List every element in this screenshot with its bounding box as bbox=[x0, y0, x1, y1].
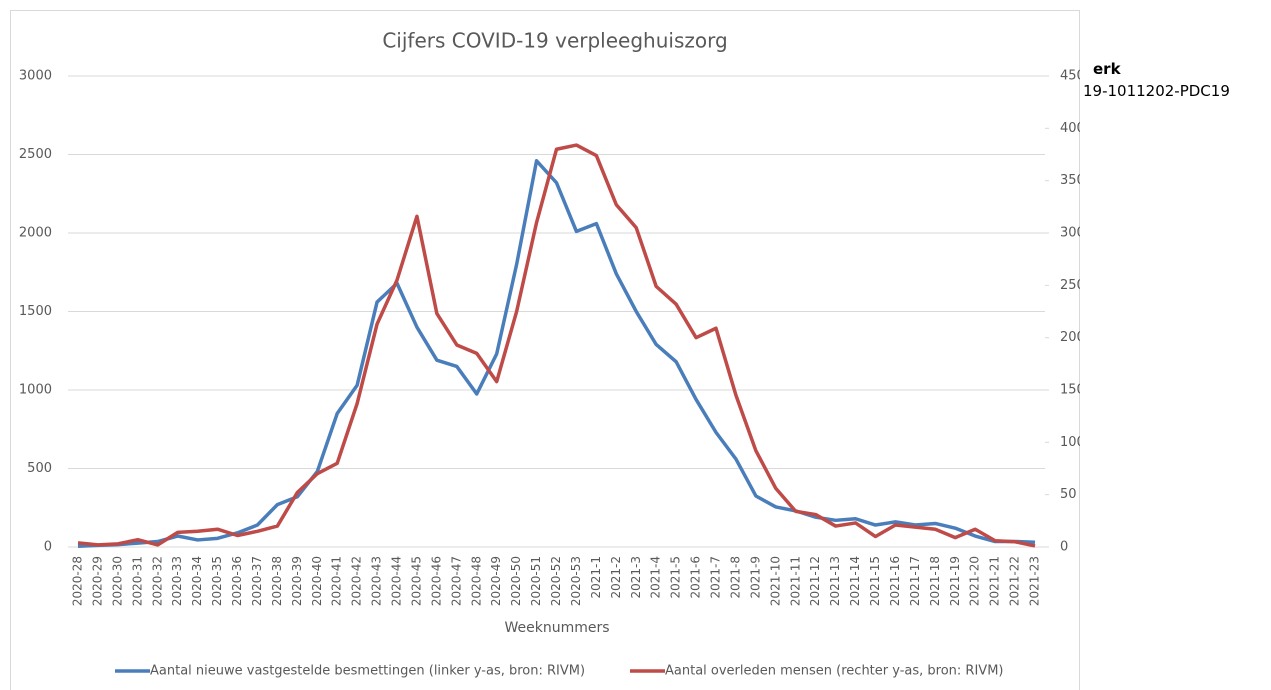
x-tick-label: 2020-30 bbox=[110, 556, 124, 606]
side-heading: erk bbox=[1093, 60, 1121, 78]
x-tick-label: 2021-16 bbox=[888, 556, 902, 606]
x-tick-label: 2021-21 bbox=[988, 556, 1002, 606]
x-tick-label: 2020-53 bbox=[569, 556, 583, 606]
x-tick-label: 2021-3 bbox=[629, 556, 643, 599]
legend-label: Aantal overleden mensen (rechter y-as, b… bbox=[665, 664, 1003, 679]
x-tick-label: 2020-46 bbox=[429, 556, 443, 606]
x-tick-label: 2020-49 bbox=[489, 556, 503, 606]
y-tick-label: 1000 bbox=[19, 383, 52, 398]
y-tick-label: 2500 bbox=[19, 147, 52, 162]
side-code: 19-1011202-PDC19 bbox=[1083, 82, 1230, 100]
x-tick-label: 2020-45 bbox=[409, 556, 423, 606]
x-tick-label: 2021-17 bbox=[908, 556, 922, 606]
y2-tick-label: 200 bbox=[1060, 330, 1080, 345]
x-tick-label: 2020-42 bbox=[350, 556, 364, 606]
y-tick-label: 500 bbox=[27, 461, 52, 476]
x-tick-label: 2020-36 bbox=[230, 556, 244, 606]
y2-tick-label: 250 bbox=[1060, 278, 1080, 293]
x-tick-label: 2020-50 bbox=[509, 556, 523, 606]
x-tick-label: 2021-14 bbox=[848, 556, 862, 606]
x-tick-label: 2020-35 bbox=[210, 556, 224, 606]
x-tick-label: 2020-32 bbox=[150, 556, 164, 606]
x-tick-label: 2021-4 bbox=[649, 556, 663, 599]
x-tick-label: 2021-20 bbox=[968, 556, 982, 606]
y2-tick-label: 100 bbox=[1060, 435, 1080, 450]
x-tick-label: 2020-52 bbox=[549, 556, 563, 606]
y2-tick-label: 150 bbox=[1060, 383, 1080, 398]
x-tick-label: 2021-12 bbox=[808, 556, 822, 606]
x-tick-label: 2021-2 bbox=[609, 556, 623, 599]
x-tick-label: 2020-31 bbox=[130, 556, 144, 606]
x-tick-label: 2021-8 bbox=[728, 556, 742, 599]
x-tick-label: 2021-13 bbox=[828, 556, 842, 606]
chart-title: Cijfers COVID-19 verpleeghuiszorg bbox=[382, 29, 727, 53]
legend-label: Aantal nieuwe vastgestelde besmettingen … bbox=[150, 664, 585, 679]
x-tick-label: 2020-40 bbox=[310, 556, 324, 606]
x-tick-label: 2020-39 bbox=[290, 556, 304, 606]
x-tick-label: 2021-1 bbox=[589, 556, 603, 599]
y-tick-label: 3000 bbox=[19, 69, 52, 84]
x-tick-label: 2021-22 bbox=[1008, 556, 1022, 606]
x-tick-label: 2021-6 bbox=[689, 556, 703, 599]
series-line bbox=[77, 159, 1036, 548]
x-tick-label: 2020-43 bbox=[370, 556, 384, 606]
chart-frame bbox=[10, 10, 1080, 690]
x-tick-label: 2021-9 bbox=[748, 556, 762, 599]
x-tick-label: 2021-11 bbox=[788, 556, 802, 606]
x-tick-label: 2021-18 bbox=[928, 556, 942, 606]
x-tick-label: 2021-5 bbox=[669, 556, 683, 599]
x-tick-label: 2020-47 bbox=[449, 556, 463, 606]
y2-tick-label: 300 bbox=[1060, 226, 1080, 241]
x-tick-label: 2021-15 bbox=[868, 556, 882, 606]
x-tick-label: 2021-7 bbox=[709, 556, 723, 599]
chart: Cijfers COVID-19 verpleeghuiszorg Weeknu… bbox=[10, 10, 1080, 690]
x-tick-label: 2021-19 bbox=[948, 556, 962, 606]
x-tick-label: 2020-38 bbox=[270, 556, 284, 606]
x-tick-label: 2021-23 bbox=[1028, 556, 1042, 606]
y-tick-label: 1500 bbox=[19, 304, 52, 319]
y-tick-label: 0 bbox=[44, 540, 52, 555]
x-tick-label: 2020-51 bbox=[529, 556, 543, 606]
x-tick-label: 2020-44 bbox=[390, 556, 404, 606]
y2-tick-label: 450 bbox=[1060, 69, 1080, 84]
y2-tick-label: 50 bbox=[1060, 487, 1077, 502]
x-tick-label: 2020-34 bbox=[190, 556, 204, 606]
y-tick-label: 2000 bbox=[19, 226, 52, 241]
y2-tick-label: 0 bbox=[1060, 540, 1068, 555]
series-line bbox=[77, 143, 1036, 548]
x-tick-label: 2020-48 bbox=[469, 556, 483, 606]
x-tick-label: 2020-29 bbox=[90, 556, 104, 606]
x-tick-label: 2021-10 bbox=[768, 556, 782, 606]
y2-tick-label: 400 bbox=[1060, 121, 1080, 136]
x-tick-label: 2020-28 bbox=[71, 556, 85, 606]
x-tick-label: 2020-41 bbox=[330, 556, 344, 606]
x-axis-label: Weeknummers bbox=[504, 620, 609, 636]
x-tick-label: 2020-33 bbox=[170, 556, 184, 606]
x-tick-label: 2020-37 bbox=[250, 556, 264, 606]
y2-tick-label: 350 bbox=[1060, 173, 1080, 188]
